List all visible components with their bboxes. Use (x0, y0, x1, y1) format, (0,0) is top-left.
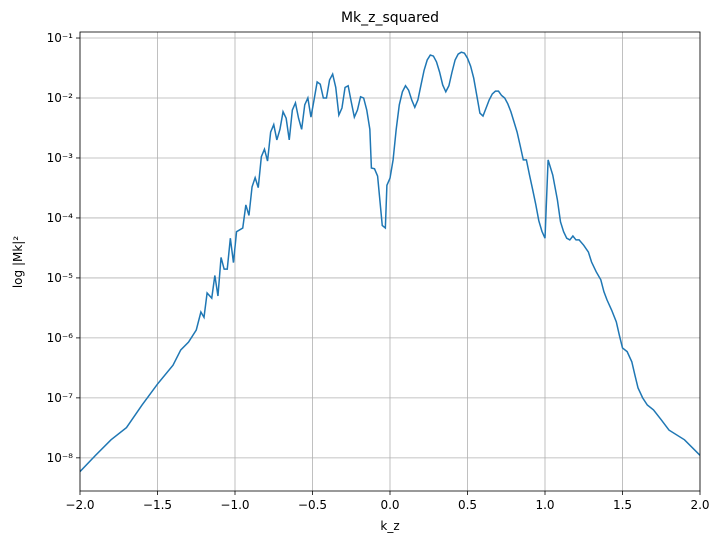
y-tick-label: 10⁻⁴ (47, 211, 74, 225)
x-tick-label: 0.5 (458, 498, 477, 512)
y-tick-label: 10⁻⁸ (47, 451, 74, 465)
plot-frame (79, 31, 701, 492)
chart-title: Mk_z_squared (341, 10, 439, 26)
y-tick-label: 10⁻⁵ (47, 271, 74, 285)
x-tick-label: −1.0 (220, 498, 249, 512)
x-tick-label: 2.0 (690, 498, 709, 512)
x-tick-label: −2.0 (65, 498, 94, 512)
y-tick-label: 10⁻⁶ (47, 331, 74, 345)
y-tick-label: 10⁻¹ (47, 31, 74, 45)
y-tick-label: 10⁻² (47, 91, 74, 105)
y-tick-label: 10⁻³ (47, 151, 74, 165)
x-axis-label: k_z (380, 519, 399, 533)
data-line (80, 51, 700, 473)
y-axis-label: log |Mk|² (11, 236, 25, 288)
y-tick-label: 10⁻⁷ (47, 391, 74, 405)
x-tick-label: 0.0 (380, 498, 399, 512)
x-tick-label: −0.5 (298, 498, 327, 512)
x-tick-label: 1.0 (535, 498, 554, 512)
x-tick-label: −1.5 (143, 498, 172, 512)
x-tick-label: 1.5 (613, 498, 632, 512)
